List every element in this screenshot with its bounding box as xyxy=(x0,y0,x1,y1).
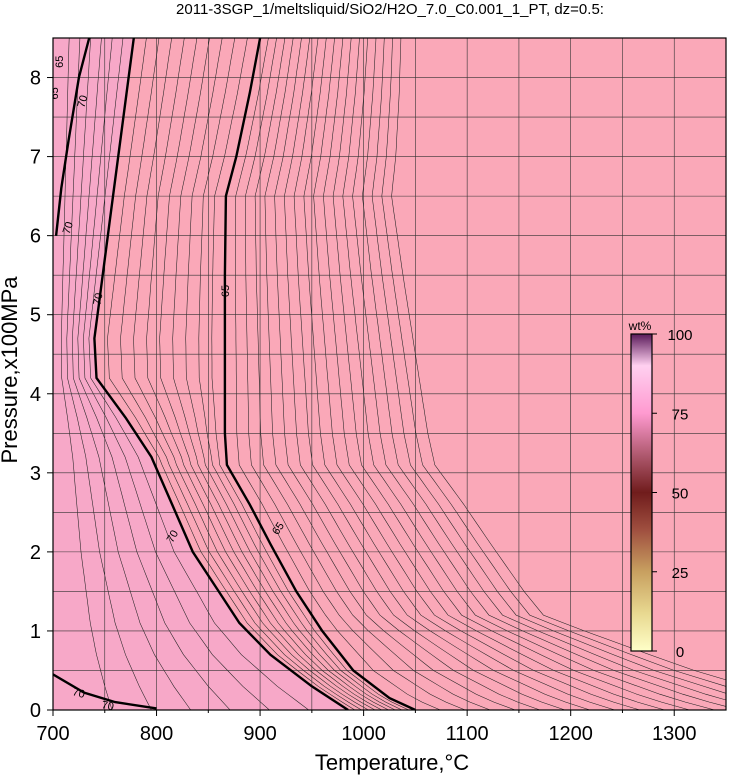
plot-frame xyxy=(52,37,727,711)
contour-label: 65 xyxy=(220,285,232,297)
major-contour-70 xyxy=(54,38,91,236)
contour-label: 70 xyxy=(92,292,106,306)
x-axis-ticks: 700 800 900 1000 1100 1200 1300 xyxy=(36,710,696,745)
colorbar-tick-label: 50 xyxy=(672,486,689,503)
minor-contour-line xyxy=(245,38,466,710)
minor-contour-line xyxy=(72,38,191,710)
minor-contour-line xyxy=(274,38,541,710)
colorbar-tick-label: 100 xyxy=(667,327,692,344)
minor-contour-line xyxy=(211,38,409,710)
contour-label: 70 xyxy=(165,528,182,545)
minor-contour-line xyxy=(371,38,726,694)
minor-contour-line xyxy=(83,38,270,710)
y-tick-label: 8 xyxy=(30,68,41,90)
minor-contour-line xyxy=(264,38,516,710)
minor-contour-lines xyxy=(61,38,726,710)
y-tick-label: 3 xyxy=(30,463,41,485)
x-tick-label: 1200 xyxy=(548,723,593,745)
contour-label: 70 xyxy=(101,699,115,713)
y-tick-label: 2 xyxy=(30,542,41,564)
x-tick-label: 1100 xyxy=(446,723,489,745)
y-axis-label: Pressure,x100MPa xyxy=(0,276,22,464)
chart-title: 2011-3SGP_1/meltsliquid/SiO2/H2O_7.0_C0.… xyxy=(176,1,604,18)
contour-label: 65 xyxy=(270,520,287,537)
colorbar-ticks: 0 25 50 75 100 xyxy=(652,327,693,661)
contour-label: 70 xyxy=(76,94,91,109)
minor-contour-line xyxy=(391,38,726,681)
colorbar: wt% 0 25 50 75 100 xyxy=(628,319,693,661)
x-tick-label: 1300 xyxy=(652,723,697,745)
grid-lines xyxy=(53,38,726,710)
minor-contour-line xyxy=(133,38,369,710)
major-contour-70 xyxy=(53,673,157,710)
y-axis-ticks: 0 1 2 3 4 5 6 7 8 xyxy=(30,68,53,722)
minor-contour-line xyxy=(198,38,403,710)
minor-contour-line xyxy=(284,38,566,710)
minor-contour-line xyxy=(323,38,665,710)
y-tick-label: 7 xyxy=(30,147,41,169)
contour-label: 65 xyxy=(49,87,61,99)
minor-contour-line xyxy=(332,38,690,710)
minor-contour-line xyxy=(293,38,590,710)
major-contour-70 xyxy=(93,38,349,710)
minor-contour-line xyxy=(146,38,376,710)
high-value-field xyxy=(53,38,349,710)
x-tick-label: 1000 xyxy=(341,723,386,745)
major-contour-lines xyxy=(53,38,416,710)
minor-contour-line xyxy=(342,38,715,710)
x-tick-label: 800 xyxy=(140,723,173,745)
y-tick-label: 0 xyxy=(30,700,41,722)
colorbar-tick-label: 75 xyxy=(672,406,689,423)
contour-label: 65 xyxy=(54,56,66,68)
x-tick-label: 900 xyxy=(243,723,276,745)
minor-contour-line xyxy=(107,38,355,710)
minor-contour-line xyxy=(120,38,362,710)
y-tick-label: 5 xyxy=(30,305,41,327)
major-contour-65 xyxy=(223,38,416,710)
x-axis-label: Temperature,°C xyxy=(315,750,469,775)
minor-contour-line xyxy=(303,38,615,710)
x-tick-label: 700 xyxy=(36,723,69,745)
colorbar-tick-label: 25 xyxy=(672,565,689,582)
minor-contour-line xyxy=(313,38,640,710)
contour-labels: 65 65 70 70 70 65 70 65 70 70 xyxy=(49,56,287,713)
minor-contour-line xyxy=(235,38,441,710)
minor-contour-line xyxy=(254,38,491,710)
minor-contour-line xyxy=(172,38,389,710)
minor-contour-line xyxy=(352,38,726,707)
y-tick-label: 6 xyxy=(30,226,41,248)
minor-contour-line xyxy=(185,38,396,710)
minor-contour-line xyxy=(66,38,152,710)
minor-contour-line xyxy=(77,38,231,710)
minor-contour-line xyxy=(381,38,726,687)
colorbar-unit: wt% xyxy=(628,319,652,333)
minor-contour-line xyxy=(88,38,309,710)
minor-contour-line xyxy=(362,38,726,701)
contour-label: 70 xyxy=(71,686,86,701)
minor-contour-line xyxy=(159,38,382,710)
contour-label: 70 xyxy=(61,220,76,235)
y-tick-label: 1 xyxy=(30,621,41,643)
colorbar-tick-label: 0 xyxy=(676,644,684,661)
colorbar-gradient xyxy=(630,333,653,652)
y-tick-label: 4 xyxy=(30,384,41,406)
